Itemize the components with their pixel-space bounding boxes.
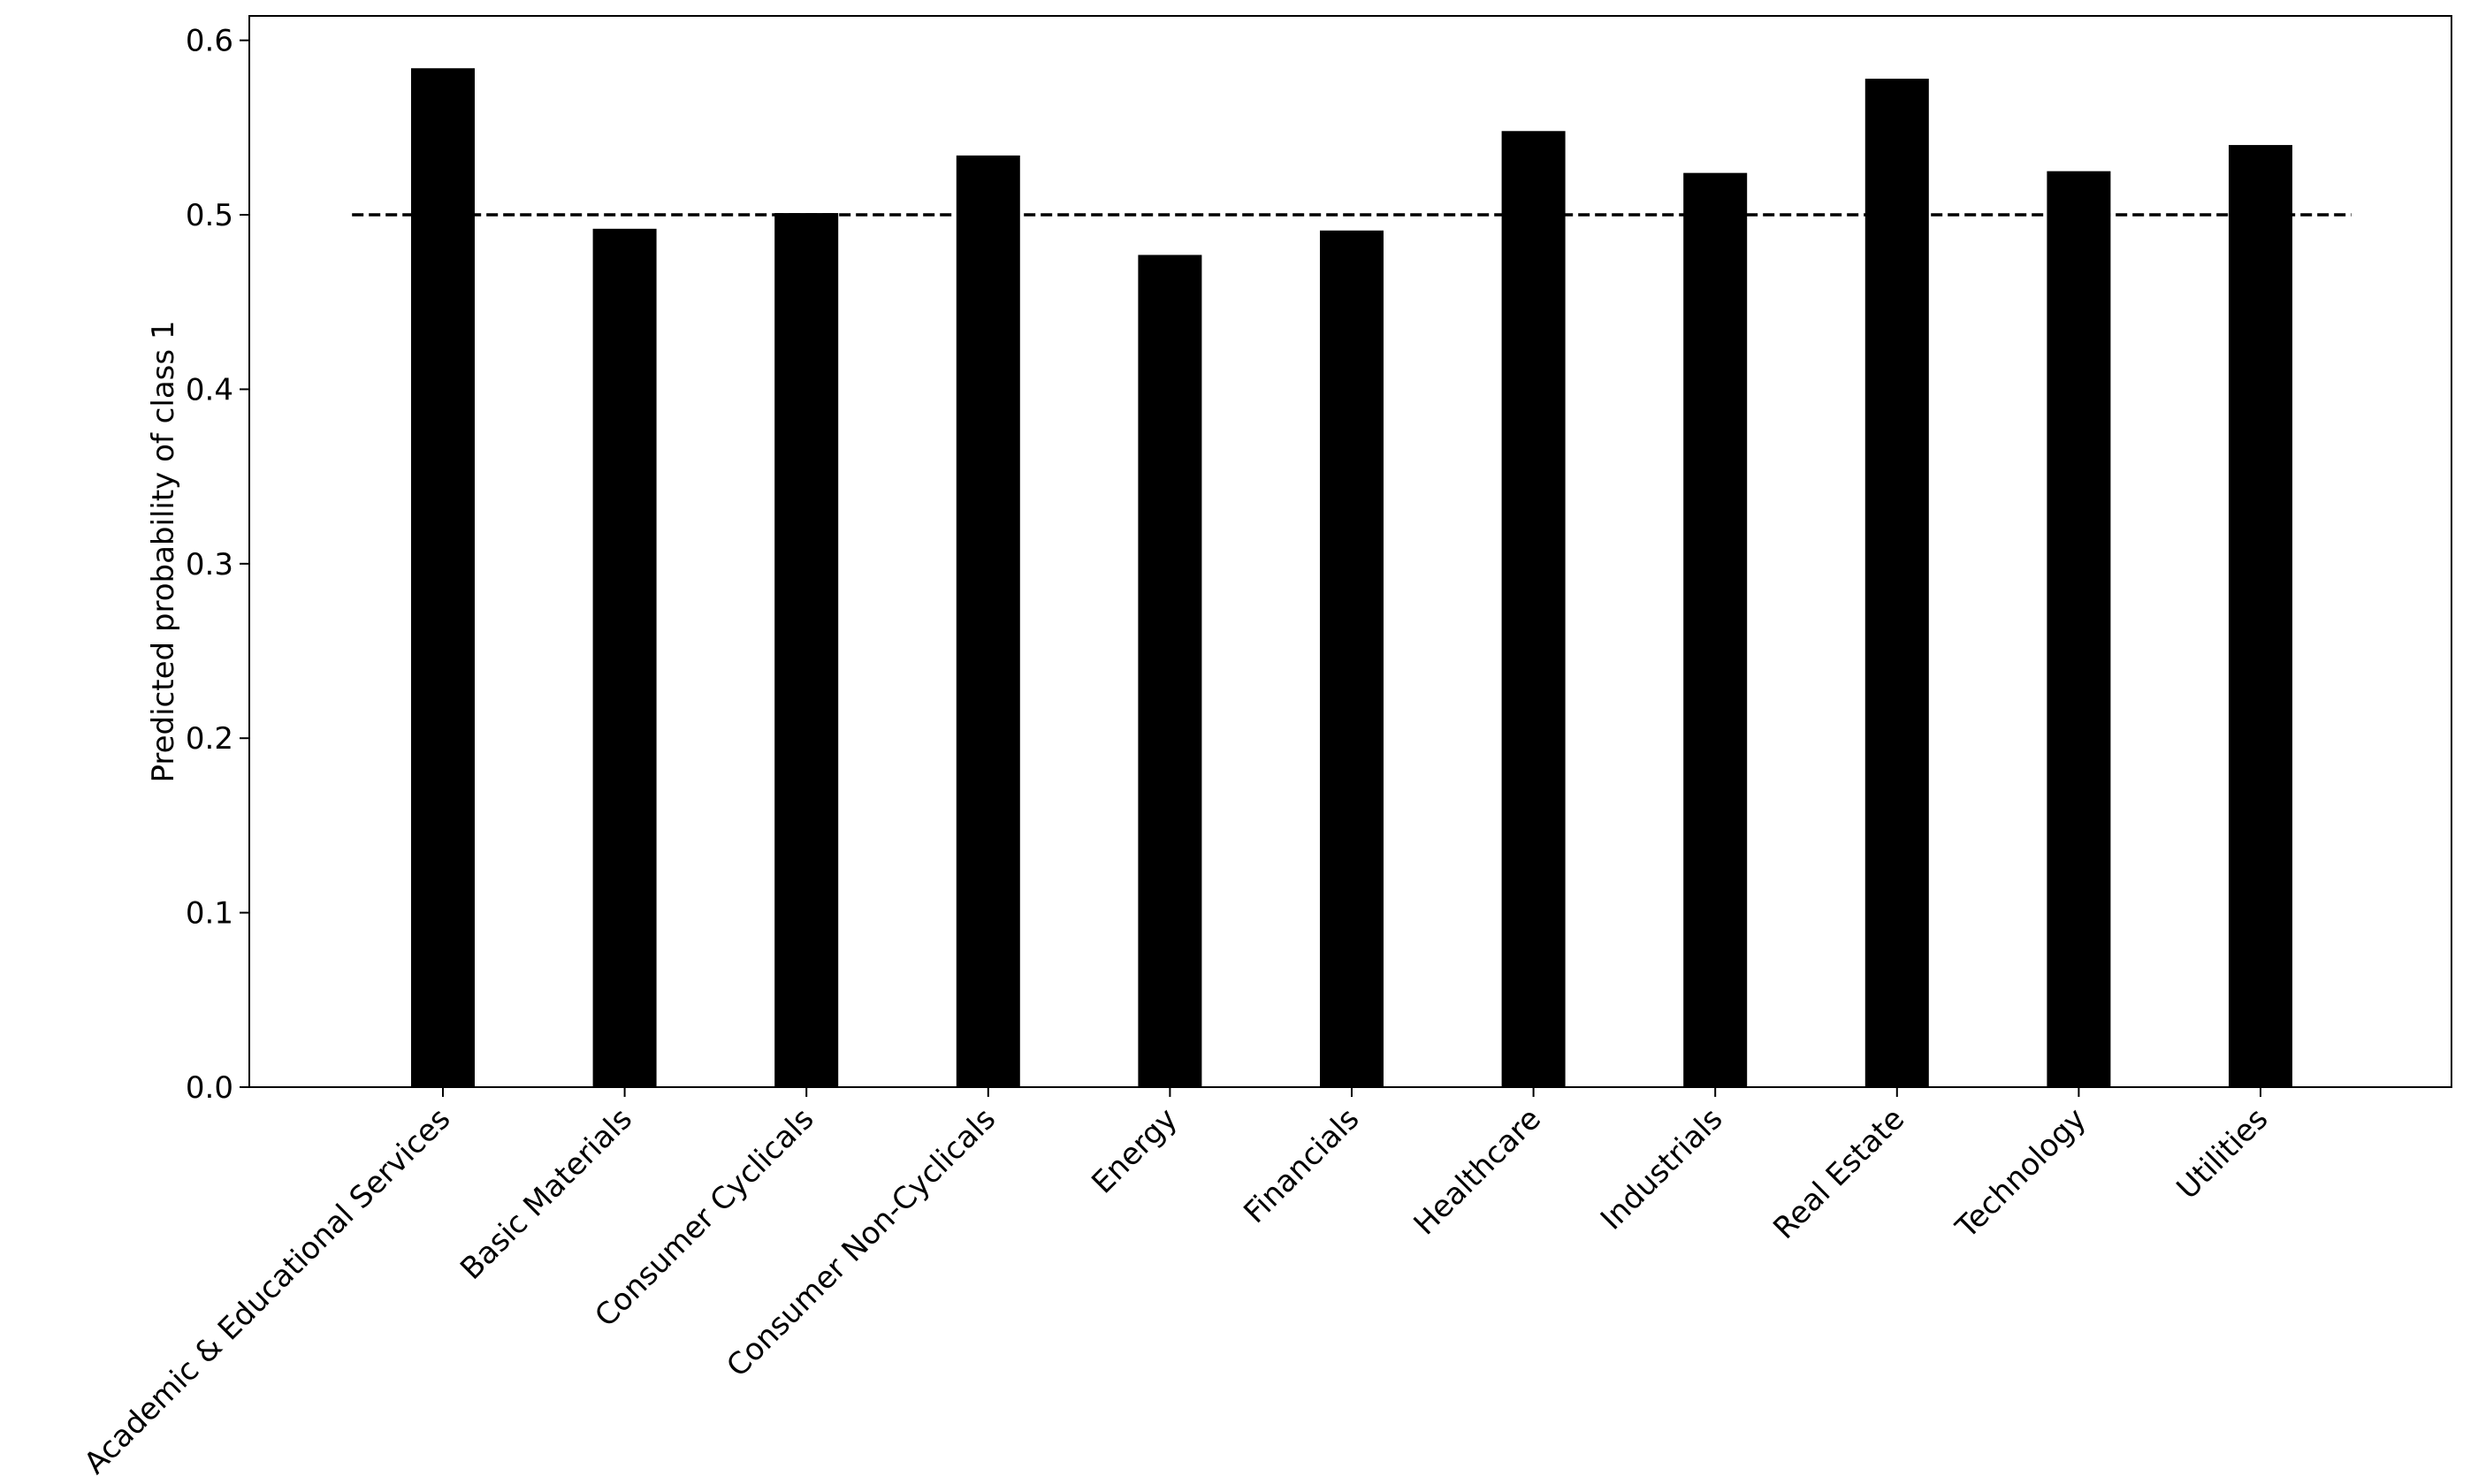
bar — [1683, 172, 1748, 1087]
bar — [956, 155, 1020, 1088]
bar — [411, 68, 475, 1087]
y-tick-label: 0.1 — [186, 896, 233, 932]
bar — [1501, 131, 1566, 1087]
bar — [2229, 145, 2292, 1087]
plot-frame — [248, 15, 2452, 1088]
bar — [592, 228, 657, 1087]
y-tick-label: 0.5 — [186, 198, 233, 233]
bar — [1320, 230, 1384, 1087]
y-tick-label: 0.3 — [186, 547, 233, 582]
bar — [2047, 171, 2111, 1087]
bar — [1864, 79, 1929, 1087]
y-axis-label: Predicted probability of class 1 — [146, 320, 181, 782]
y-tick-label: 0.4 — [186, 372, 233, 407]
y-tick-label: 0.6 — [186, 24, 233, 59]
y-tick-label: 0.0 — [186, 1070, 233, 1106]
bar — [774, 213, 839, 1088]
y-tick-label: 0.2 — [186, 721, 233, 757]
bar — [1138, 255, 1202, 1088]
